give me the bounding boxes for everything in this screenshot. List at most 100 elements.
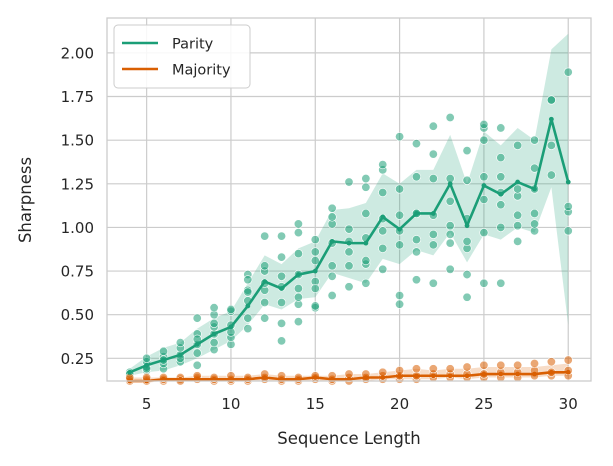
point-parity xyxy=(428,240,438,250)
mean-marker-parity xyxy=(228,324,234,330)
point-parity xyxy=(496,153,506,163)
mean-marker-parity xyxy=(565,179,571,185)
point-parity xyxy=(158,346,168,356)
point-parity xyxy=(479,172,489,182)
point-parity xyxy=(277,271,287,281)
mean-marker-parity xyxy=(515,179,521,185)
point-parity xyxy=(344,247,354,257)
point-parity xyxy=(530,135,540,145)
mean-marker-parity xyxy=(279,286,284,291)
point-parity xyxy=(310,235,320,245)
mean-marker-majority xyxy=(430,373,436,379)
point-parity xyxy=(293,317,303,327)
point-parity xyxy=(277,336,287,346)
point-parity xyxy=(445,238,455,248)
y-tick-label: 0.75 xyxy=(61,263,94,281)
point-majority xyxy=(411,364,421,374)
point-parity xyxy=(226,304,236,314)
point-parity xyxy=(496,172,506,182)
mean-marker-majority xyxy=(515,371,521,377)
point-parity xyxy=(411,247,421,257)
point-parity xyxy=(142,353,152,363)
x-tick-label: 5 xyxy=(142,395,152,413)
point-parity xyxy=(395,184,405,194)
point-parity xyxy=(327,212,337,222)
point-parity xyxy=(513,184,523,194)
point-parity xyxy=(361,278,371,288)
point-parity xyxy=(462,236,472,246)
legend-frame xyxy=(113,24,251,89)
point-parity xyxy=(479,278,489,288)
legend-label-parity: Parity xyxy=(172,37,214,53)
point-parity xyxy=(411,139,421,149)
point-parity xyxy=(513,210,523,220)
mean-marker-parity xyxy=(548,116,554,122)
point-parity xyxy=(243,275,253,285)
plot-frame xyxy=(106,17,592,382)
point-parity xyxy=(462,292,472,302)
legend: Parity Majority xyxy=(113,24,251,89)
y-tick-label: 1.25 xyxy=(61,175,94,193)
y-tick-label: 1.75 xyxy=(61,88,94,106)
point-parity xyxy=(344,224,354,234)
point-majority xyxy=(513,360,523,370)
mean-marker-parity xyxy=(397,226,402,232)
point-parity xyxy=(395,299,405,309)
point-majority xyxy=(445,364,455,374)
point-parity xyxy=(479,135,489,145)
point-parity xyxy=(327,271,337,281)
point-parity xyxy=(277,231,287,241)
point-parity xyxy=(411,235,421,245)
mean-marker-parity xyxy=(194,341,200,347)
mean-marker-parity xyxy=(363,240,369,246)
y-tick-label: 2.00 xyxy=(61,44,94,62)
point-parity xyxy=(378,264,388,274)
point-parity xyxy=(277,297,287,307)
x-tick-label: 20 xyxy=(390,395,409,413)
x-tick-label: 10 xyxy=(221,395,240,413)
point-parity xyxy=(209,338,219,348)
mean-marker-majority xyxy=(464,373,470,379)
point-parity xyxy=(445,264,455,274)
mean-marker-parity xyxy=(346,240,352,246)
point-majority xyxy=(479,360,489,370)
mean-marker-parity xyxy=(329,238,335,244)
point-parity xyxy=(428,278,438,288)
band-parity xyxy=(129,33,569,376)
mean-marker-parity xyxy=(532,186,537,192)
point-parity xyxy=(361,182,371,192)
point-parity xyxy=(310,283,320,293)
point-parity xyxy=(496,278,506,288)
mean-marker-majority xyxy=(363,375,369,380)
mean-marker-majority xyxy=(481,371,487,377)
point-parity xyxy=(192,360,202,370)
point-parity xyxy=(445,229,455,239)
point-parity xyxy=(411,275,421,285)
point-parity xyxy=(563,226,573,236)
point-parity xyxy=(411,172,421,182)
point-parity xyxy=(378,160,388,170)
mean-marker-majority xyxy=(447,373,453,379)
mean-marker-majority xyxy=(262,375,268,380)
point-parity xyxy=(277,318,287,328)
point-parity xyxy=(563,67,573,77)
mean-marker-parity xyxy=(414,211,419,216)
point-parity xyxy=(209,318,219,328)
point-parity xyxy=(361,174,371,184)
point-parity xyxy=(395,240,405,250)
point-parity xyxy=(428,149,438,159)
point-parity xyxy=(327,203,337,213)
y-tick-labels: 0.25 0.50 0.75 1.00 1.25 1.50 1.75 2.00 xyxy=(61,44,94,367)
point-parity xyxy=(378,243,388,253)
point-parity xyxy=(260,297,270,307)
point-parity xyxy=(546,170,556,180)
point-majority xyxy=(496,360,506,370)
point-parity xyxy=(310,256,320,266)
point-parity xyxy=(530,208,540,218)
point-parity xyxy=(563,201,573,211)
mean-marker-parity xyxy=(498,191,504,197)
y-tick-label: 0.25 xyxy=(61,350,94,368)
mean-marker-majority xyxy=(397,373,402,379)
y-tick-label: 1.00 xyxy=(61,219,94,237)
point-majority xyxy=(563,355,573,365)
